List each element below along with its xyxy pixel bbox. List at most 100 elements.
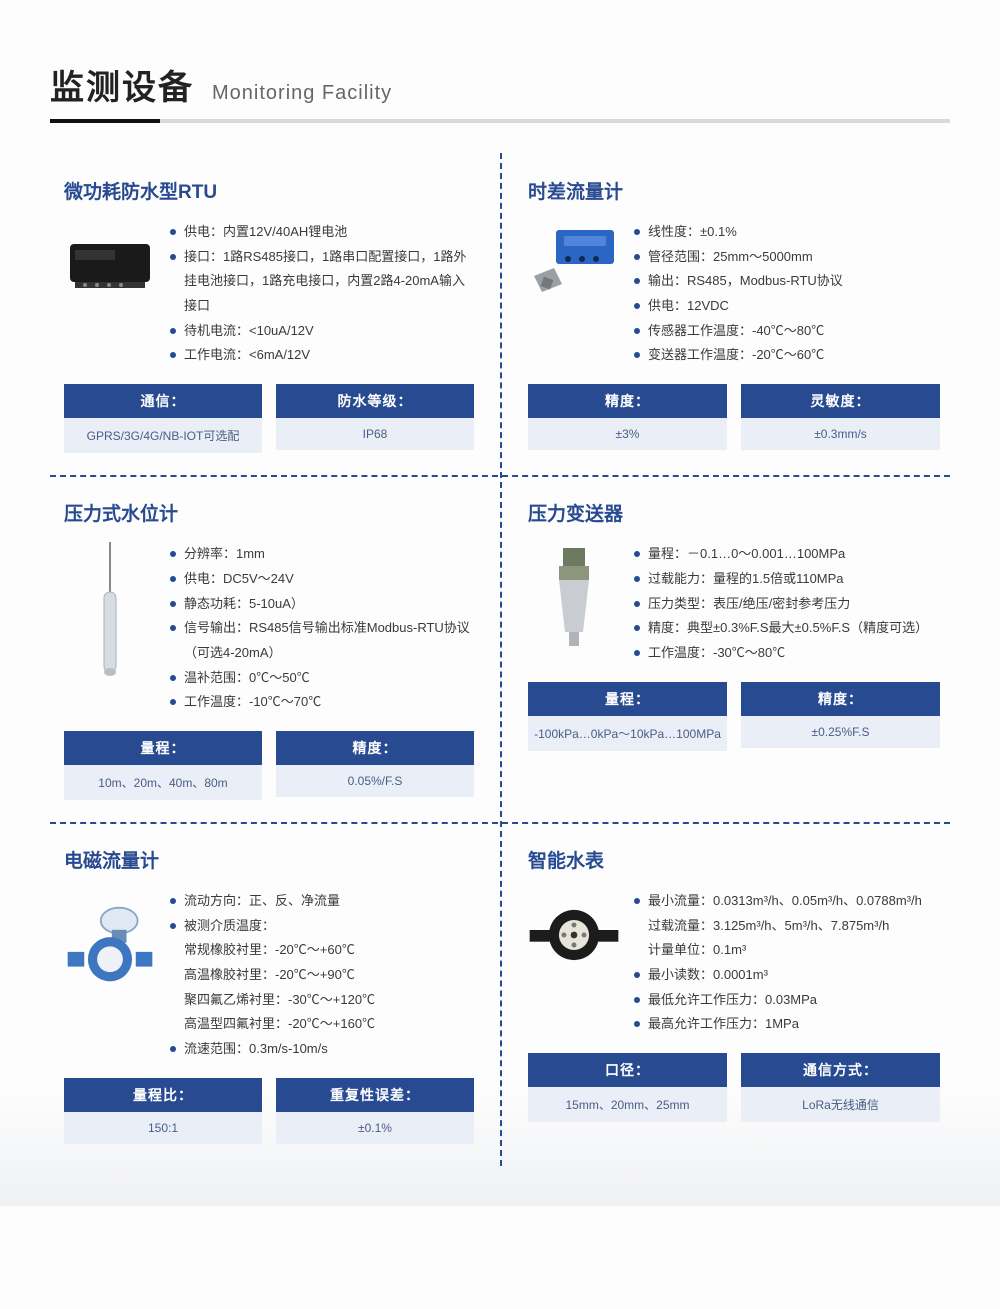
- product-card: 电磁流量计流动方向：正、反、净流量被测介质温度： 常规橡胶衬里：-20℃～+60…: [50, 822, 500, 1166]
- spec-item: 温补范围：0℃～50℃: [170, 666, 474, 691]
- tag: 量程比：150:1: [64, 1078, 262, 1144]
- tag-head: 重复性误差：: [276, 1078, 474, 1112]
- spec-list: 线性度：±0.1%管径范围：25mm～5000mm输出：RS485，Modbus…: [634, 220, 940, 368]
- product-title: 电磁流量计: [64, 846, 474, 873]
- tag: 口径：15mm、20mm、25mm: [528, 1053, 727, 1122]
- tag-value: ±3%: [528, 418, 727, 450]
- product-image: [64, 542, 156, 682]
- tag-value: 150:1: [64, 1112, 262, 1144]
- tag: 灵敏度：±0.3mm/s: [741, 384, 940, 450]
- tag-value: LoRa无线通信: [741, 1087, 940, 1122]
- product-card: 微功耗防水型RTU 供电：内置12V/40AH锂电池接口：1路RS485接口，1路…: [50, 153, 500, 475]
- spec-item: 传感器工作温度：-40℃～80℃: [634, 319, 940, 344]
- product-image: [64, 889, 156, 989]
- spec-item: 供电：DC5V～24V: [170, 567, 474, 592]
- tag-head: 通信方式：: [741, 1053, 940, 1087]
- product-card: 智能水表最小流量：0.0313m³/h、0.05m³/h、0.0788m³/h …: [500, 822, 950, 1166]
- tag-value: 10m、20m、40m、80m: [64, 765, 262, 800]
- tag: 精度：±0.25%F.S: [741, 682, 940, 751]
- header-rule: [50, 119, 950, 123]
- product-body: 流动方向：正、反、净流量被测介质温度： 常规橡胶衬里：-20℃～+60℃ 高温橡…: [64, 889, 474, 1062]
- spec-list: 最小流量：0.0313m³/h、0.05m³/h、0.0788m³/h 过载流量…: [634, 889, 940, 1037]
- tag: 精度：±3%: [528, 384, 727, 450]
- tag: 量程：10m、20m、40m、80m: [64, 731, 262, 800]
- product-body: 量程：－0.1…0～0.001…100MPa过载能力：量程的1.5倍或110MP…: [528, 542, 940, 665]
- horizontal-separator: [50, 475, 950, 477]
- product-image: [64, 220, 156, 312]
- product-body: 线性度：±0.1%管径范围：25mm～5000mm输出：RS485，Modbus…: [528, 220, 940, 368]
- page-header: 监测设备 Monitoring Facility: [50, 60, 950, 123]
- tag-head: 精度：: [528, 384, 727, 418]
- spec-item: 压力类型：表压/绝压/密封参考压力: [634, 592, 940, 617]
- tag-value: IP68: [276, 418, 474, 450]
- spec-item: 量程：－0.1…0～0.001…100MPa: [634, 542, 940, 567]
- tag-head: 灵敏度：: [741, 384, 940, 418]
- product-image: [528, 220, 620, 312]
- product-title: 压力变送器: [528, 499, 940, 526]
- spec-item: 接口：1路RS485接口，1路串口配置接口，1路外挂电池接口，1路充电接口，内置…: [170, 245, 474, 319]
- product-body: 分辨率：1mm供电：DC5V～24V静态功耗：5-10uA）信号输出：RS485…: [64, 542, 474, 715]
- tag: 量程：-100kPa…0kPa～10kPa…100MPa: [528, 682, 727, 751]
- tag-value: -100kPa…0kPa～10kPa…100MPa: [528, 716, 727, 751]
- tag-row: 量程：10m、20m、40m、80m精度：0.05%/F.S: [64, 731, 474, 800]
- spec-item: 工作温度：-30℃～80℃: [634, 641, 940, 666]
- product-image: [528, 542, 620, 652]
- tag-value: ±0.1%: [276, 1112, 474, 1144]
- spec-item: 变送器工作温度：-20℃～60℃: [634, 343, 940, 368]
- tag-head: 量程：: [64, 731, 262, 765]
- spec-item: 线性度：±0.1%: [634, 220, 940, 245]
- vertical-separator: [500, 153, 502, 1166]
- product-title: 时差流量计: [528, 177, 940, 204]
- spec-item: 信号输出：RS485信号输出标准Modbus-RTU协议（可选4-20mA）: [170, 616, 474, 665]
- spec-item: 静态功耗：5-10uA）: [170, 592, 474, 617]
- spec-item: 最小读数：0.0001m³: [634, 963, 940, 988]
- tag-head: 精度：: [276, 731, 474, 765]
- spec-item: 管径范围：25mm～5000mm: [634, 245, 940, 270]
- product-image: [528, 889, 620, 981]
- spec-item: 过载能力：量程的1.5倍或110MPa: [634, 567, 940, 592]
- product-title: 智能水表: [528, 846, 940, 873]
- tag-head: 量程：: [528, 682, 727, 716]
- product-title: 压力式水位计: [64, 499, 474, 526]
- tag-head: 通信：: [64, 384, 262, 418]
- spec-item: 工作电流：<6mA/12V: [170, 343, 474, 368]
- tag-value: 15mm、20mm、25mm: [528, 1087, 727, 1122]
- spec-item: 供电：内置12V/40AH锂电池: [170, 220, 474, 245]
- product-card: 压力变送器量程：－0.1…0～0.001…100MPa过载能力：量程的1.5倍或…: [500, 475, 950, 822]
- tag-row: 量程比：150:1重复性误差：±0.1%: [64, 1078, 474, 1144]
- tag: 精度：0.05%/F.S: [276, 731, 474, 800]
- product-title: 微功耗防水型RTU: [64, 177, 474, 204]
- spec-item: 最小流量：0.0313m³/h、0.05m³/h、0.0788m³/h 过载流量…: [634, 889, 940, 963]
- page-title-en: Monitoring Facility: [212, 82, 392, 105]
- tag-head: 防水等级：: [276, 384, 474, 418]
- spec-list: 流动方向：正、反、净流量被测介质温度： 常规橡胶衬里：-20℃～+60℃ 高温橡…: [170, 889, 474, 1062]
- spec-item: 供电：12VDC: [634, 294, 940, 319]
- product-body: 最小流量：0.0313m³/h、0.05m³/h、0.0788m³/h 过载流量…: [528, 889, 940, 1037]
- spec-item: 工作温度：-10℃～70℃: [170, 690, 474, 715]
- tag-row: 量程：-100kPa…0kPa～10kPa…100MPa精度：±0.25%F.S: [528, 682, 940, 751]
- spec-list: 供电：内置12V/40AH锂电池接口：1路RS485接口，1路串口配置接口，1路…: [170, 220, 474, 368]
- page-title-cn: 监测设备: [50, 60, 194, 109]
- tag-value: ±0.3mm/s: [741, 418, 940, 450]
- tag-value: GPRS/3G/4G/NB-IOT可选配: [64, 418, 262, 453]
- spec-item: 精度：典型±0.3%F.S最大±0.5%F.S（精度可选）: [634, 616, 940, 641]
- tag: 通信方式：LoRa无线通信: [741, 1053, 940, 1122]
- spec-item: 待机电流：<10uA/12V: [170, 319, 474, 344]
- tag-row: 精度：±3%灵敏度：±0.3mm/s: [528, 384, 940, 450]
- spec-item: 最低允许工作压力：0.03MPa: [634, 988, 940, 1013]
- spec-list: 量程：－0.1…0～0.001…100MPa过载能力：量程的1.5倍或110MP…: [634, 542, 940, 665]
- tag-value: 0.05%/F.S: [276, 765, 474, 797]
- product-card: 压力式水位计分辨率：1mm供电：DC5V～24V静态功耗：5-10uA）信号输出…: [50, 475, 500, 822]
- spec-item: 流速范围：0.3m/s-10m/s: [170, 1037, 474, 1062]
- product-card: 时差流量计线性度：±0.1%管径范围：25mm～5000mm输出：RS485，M…: [500, 153, 950, 475]
- spec-list: 分辨率：1mm供电：DC5V～24V静态功耗：5-10uA）信号输出：RS485…: [170, 542, 474, 715]
- tag: 通信：GPRS/3G/4G/NB-IOT可选配: [64, 384, 262, 453]
- tag: 防水等级：IP68: [276, 384, 474, 453]
- tag-head: 口径：: [528, 1053, 727, 1087]
- spec-item: 流动方向：正、反、净流量: [170, 889, 474, 914]
- product-grid: 微功耗防水型RTU 供电：内置12V/40AH锂电池接口：1路RS485接口，1路…: [50, 153, 950, 1166]
- tag: 重复性误差：±0.1%: [276, 1078, 474, 1144]
- tag-head: 量程比：: [64, 1078, 262, 1112]
- spec-item: 分辨率：1mm: [170, 542, 474, 567]
- tag-row: 口径：15mm、20mm、25mm通信方式：LoRa无线通信: [528, 1053, 940, 1122]
